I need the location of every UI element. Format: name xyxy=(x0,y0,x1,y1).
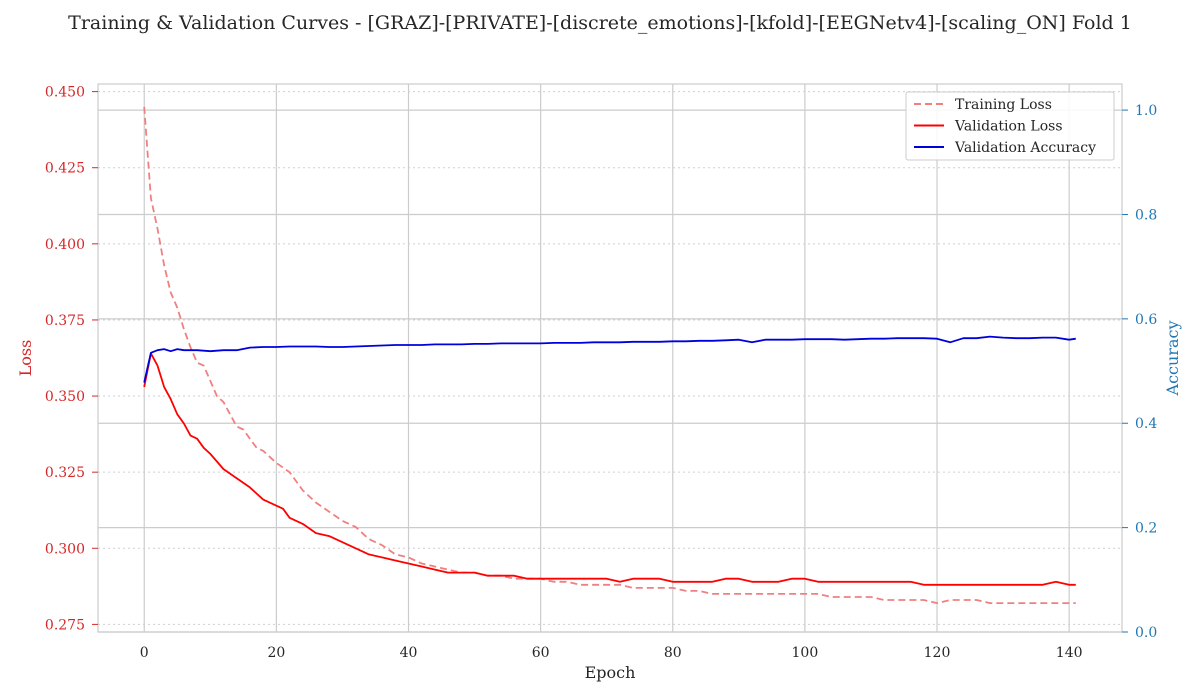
right-axis-tick-label: 0.0 xyxy=(1135,625,1157,641)
legend: Training Loss Validation Loss Validation A… xyxy=(905,91,1115,161)
right-axis-label: Accuracy xyxy=(1163,321,1182,397)
legend-frame xyxy=(905,91,1115,161)
right-axis-tick-label: 0.6 xyxy=(1135,312,1157,328)
left-axis-tick-label: 0.400 xyxy=(45,237,85,253)
grid-layer xyxy=(98,84,1122,633)
x-tick-label: 0 xyxy=(140,645,149,661)
series-line-validation-accuracy xyxy=(143,335,1076,383)
left-axis-tick-label: 0.425 xyxy=(45,161,85,177)
left-axis-ticks: 0.275 0.300 0.325 0.350 0.375 0.400 0.425 0.450 xyxy=(45,85,98,633)
right-axis-tick-label: 1.0 xyxy=(1135,103,1157,119)
plot-frame xyxy=(97,83,1123,633)
series-line-training-loss xyxy=(143,106,1076,604)
legend-label: Training Loss xyxy=(955,97,1052,113)
left-axis-label: Loss xyxy=(16,340,35,377)
right-axis-tick-label: 0.8 xyxy=(1135,207,1157,223)
x-tick-label: 60 xyxy=(532,645,550,661)
left-axis-tick-label: 0.350 xyxy=(45,389,85,405)
x-tick-label: 100 xyxy=(792,645,819,661)
chart-title: Training & Validation Curves - [GRAZ]-[P… xyxy=(68,12,1132,34)
left-axis-tick-label: 0.325 xyxy=(45,465,85,481)
x-tick-label: 20 xyxy=(267,645,285,661)
left-axis-tick-label: 0.375 xyxy=(45,313,85,329)
x-axis-label: Epoch xyxy=(585,663,636,682)
series-layer xyxy=(143,106,1076,604)
legend-label: Validation Loss xyxy=(954,119,1063,135)
x-axis-ticks: 0 20 40 60 80 100 120 140 xyxy=(140,645,1083,661)
x-tick-label: 80 xyxy=(664,645,682,661)
x-tick-label: 120 xyxy=(924,645,951,661)
series-line-validation-loss xyxy=(143,352,1076,586)
right-axis-tick-label: 0.4 xyxy=(1135,416,1157,432)
legend-label: Validation Accuracy xyxy=(954,140,1096,156)
right-axis-tick-label: 0.2 xyxy=(1135,521,1157,537)
right-axis-ticks: 0.0 0.2 0.4 0.6 0.8 1.0 xyxy=(1122,103,1157,641)
x-tick-label: 40 xyxy=(400,645,418,661)
left-axis-tick-label: 0.450 xyxy=(45,85,85,101)
left-axis-tick-label: 0.275 xyxy=(45,617,85,633)
left-axis-tick-label: 0.300 xyxy=(45,541,85,557)
x-tick-label: 140 xyxy=(1056,645,1083,661)
